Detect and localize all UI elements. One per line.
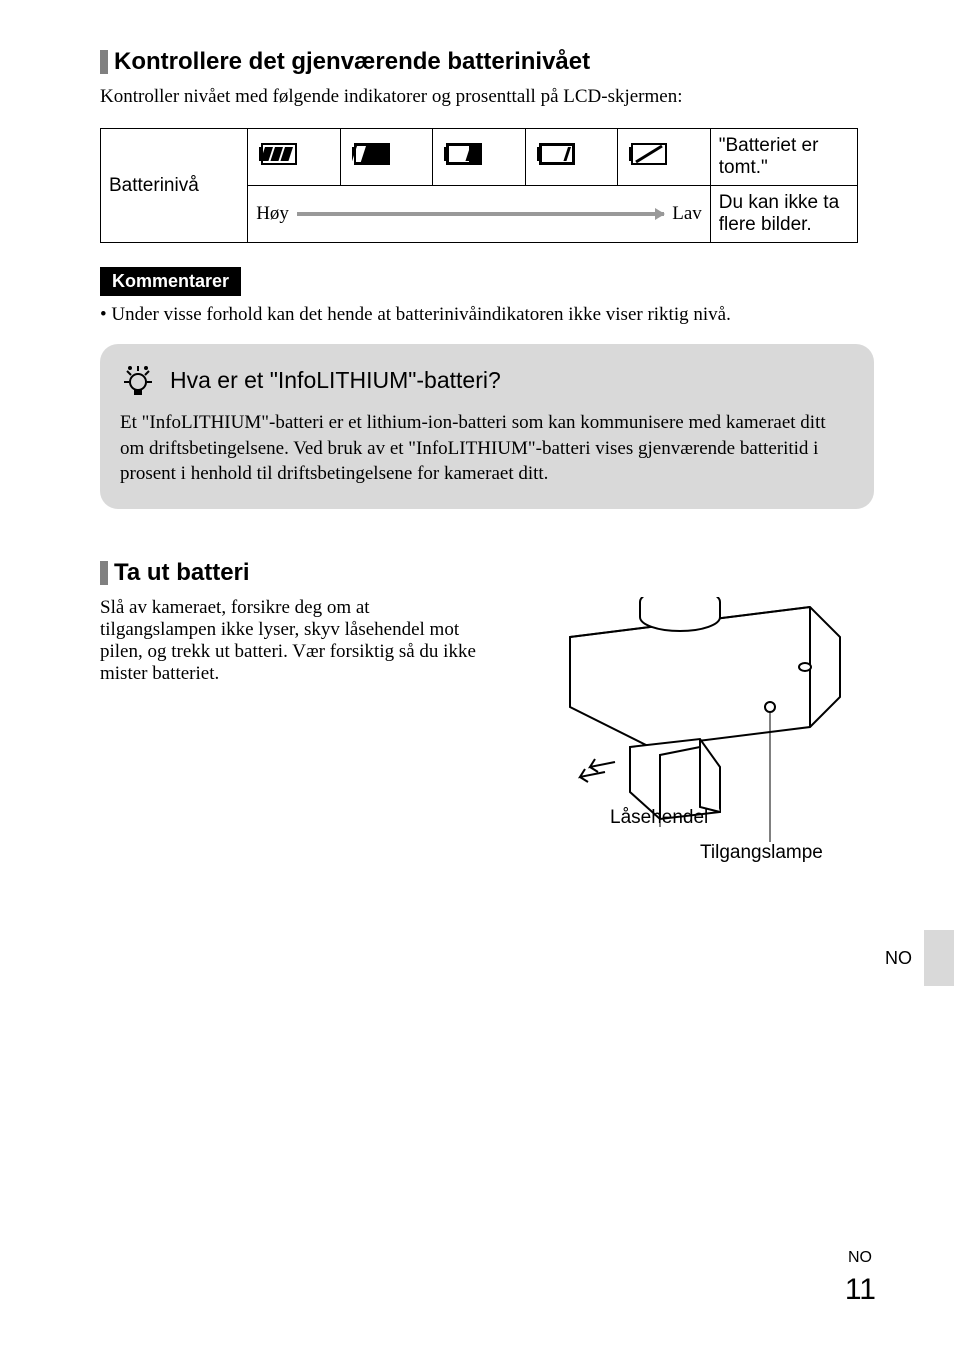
- battery-icon-3: [340, 129, 433, 186]
- section1-intro: Kontroller nivået med følgende indikator…: [100, 86, 874, 108]
- section2-heading-text: Ta ut batteri: [114, 559, 250, 587]
- battery-icon-2: [433, 129, 526, 186]
- gauge-low-label: Lav: [672, 203, 702, 225]
- footer-lang-code: NO: [848, 1249, 872, 1267]
- heading-bar: [100, 50, 108, 74]
- battery-icon-0: [618, 129, 711, 186]
- section2-body: Slå av kameraet, forsikre deg om at tilg…: [100, 597, 490, 852]
- tip-title-row: Hva er et "InfoLITHIUM"-batteri?: [120, 362, 854, 398]
- page-number: 11: [845, 1273, 876, 1307]
- diagram-label-lock: Låsehendel: [610, 807, 708, 829]
- battery-icon-1: [525, 129, 618, 186]
- section1-heading-text: Kontrollere det gjenværende batterinivåe…: [114, 48, 590, 76]
- notes-heading: Kommentarer: [100, 267, 241, 296]
- battery-cannot-text: Du kan ikke ta flere bilder.: [710, 186, 857, 243]
- section2-heading: Ta ut batteri: [100, 559, 874, 587]
- battery-gauge-cell: Høy Lav: [248, 186, 711, 243]
- lightbulb-icon: [120, 362, 156, 398]
- tip-body: Et "InfoLITHIUM"-batteri er et lithium-i…: [120, 410, 854, 487]
- note-bullet: • Under visse forhold kan det hende at b…: [100, 304, 874, 326]
- diagram-label-access: Tilgangslampe: [700, 842, 823, 864]
- tip-title-text: Hva er et "InfoLITHIUM"-batteri?: [170, 367, 501, 394]
- gauge-arrow: [297, 212, 664, 216]
- side-lang-code: NO: [885, 948, 912, 969]
- battery-table: Batterinivå "Batteriet er tomt." Høy: [100, 128, 858, 243]
- battery-icon-4: [248, 129, 341, 186]
- battery-empty-text: "Batteriet er tomt.": [710, 129, 857, 186]
- side-tab: [924, 930, 954, 986]
- tip-box: Hva er et "InfoLITHIUM"-batteri? Et "Inf…: [100, 344, 874, 509]
- gauge-high-label: Høy: [256, 203, 289, 225]
- heading-bar-2: [100, 561, 108, 585]
- camera-diagram: Låsehendel Tilgangslampe: [510, 597, 874, 852]
- section1-heading: Kontrollere det gjenværende batterinivåe…: [100, 48, 874, 76]
- battery-row-label: Batterinivå: [101, 129, 248, 243]
